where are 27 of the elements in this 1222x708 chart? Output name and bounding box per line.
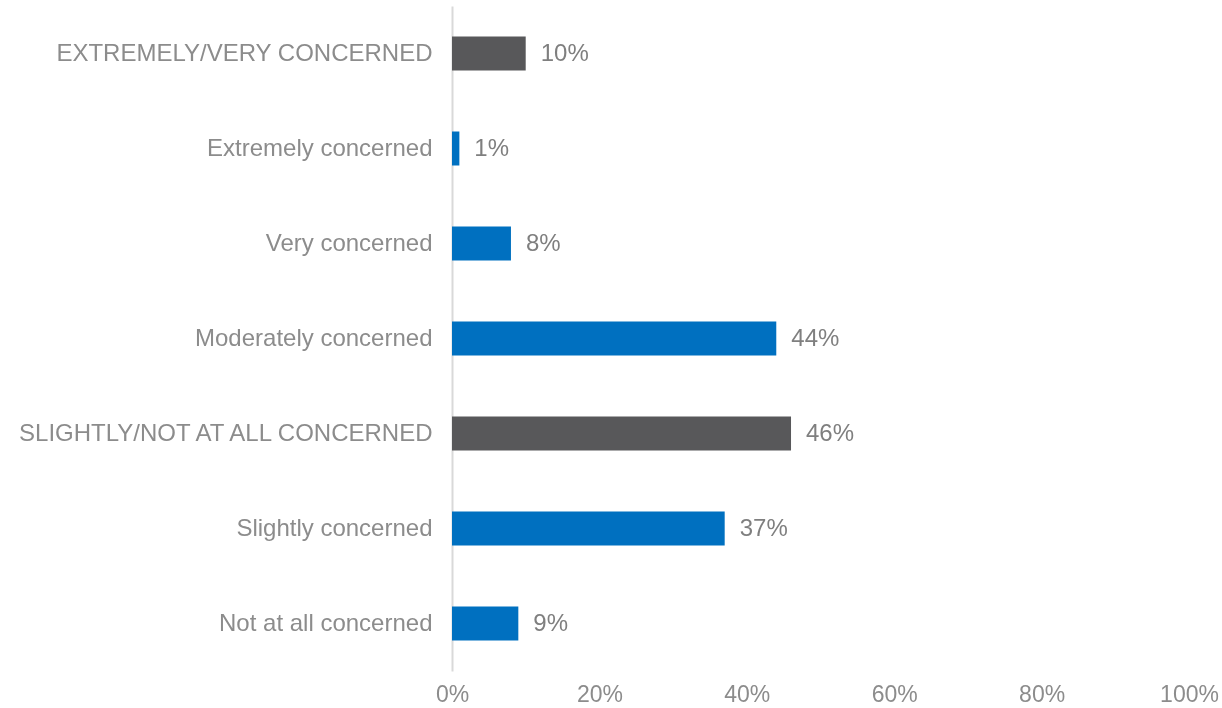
bar: [452, 511, 725, 546]
x-tick-label: 20%: [576, 680, 623, 707]
y-tick-label: Not at all concerned: [219, 608, 433, 636]
bar: [452, 606, 519, 641]
bar: [452, 226, 511, 261]
data-label: 10%: [540, 38, 589, 66]
x-tick-label: 40%: [724, 680, 771, 707]
data-label: 9%: [533, 608, 569, 636]
x-tick-label: 100%: [1160, 680, 1219, 707]
y-tick-label: Slightly concerned: [236, 513, 433, 541]
data-label: 37%: [739, 513, 788, 541]
data-label: 8%: [525, 228, 561, 256]
data-label: 44%: [791, 323, 840, 351]
y-tick-label: SLIGHTLY/NOT AT ALL CONCERNED: [19, 418, 433, 446]
x-tick-label: 80%: [1019, 680, 1066, 707]
y-tick-label: Extremely concerned: [207, 133, 433, 161]
data-label: 1%: [474, 133, 510, 161]
x-tick-label: 0%: [435, 680, 470, 707]
y-tick-label: Moderately concerned: [195, 323, 433, 351]
x-tick-label: 60%: [871, 680, 918, 707]
data-label: 46%: [806, 418, 855, 446]
bar: [452, 36, 526, 71]
bar: [452, 416, 792, 451]
bar: [452, 321, 777, 356]
y-tick-label: EXTREMELY/VERY CONCERNED: [56, 38, 433, 66]
y-tick-label: Very concerned: [265, 228, 433, 256]
bar: [452, 131, 460, 166]
